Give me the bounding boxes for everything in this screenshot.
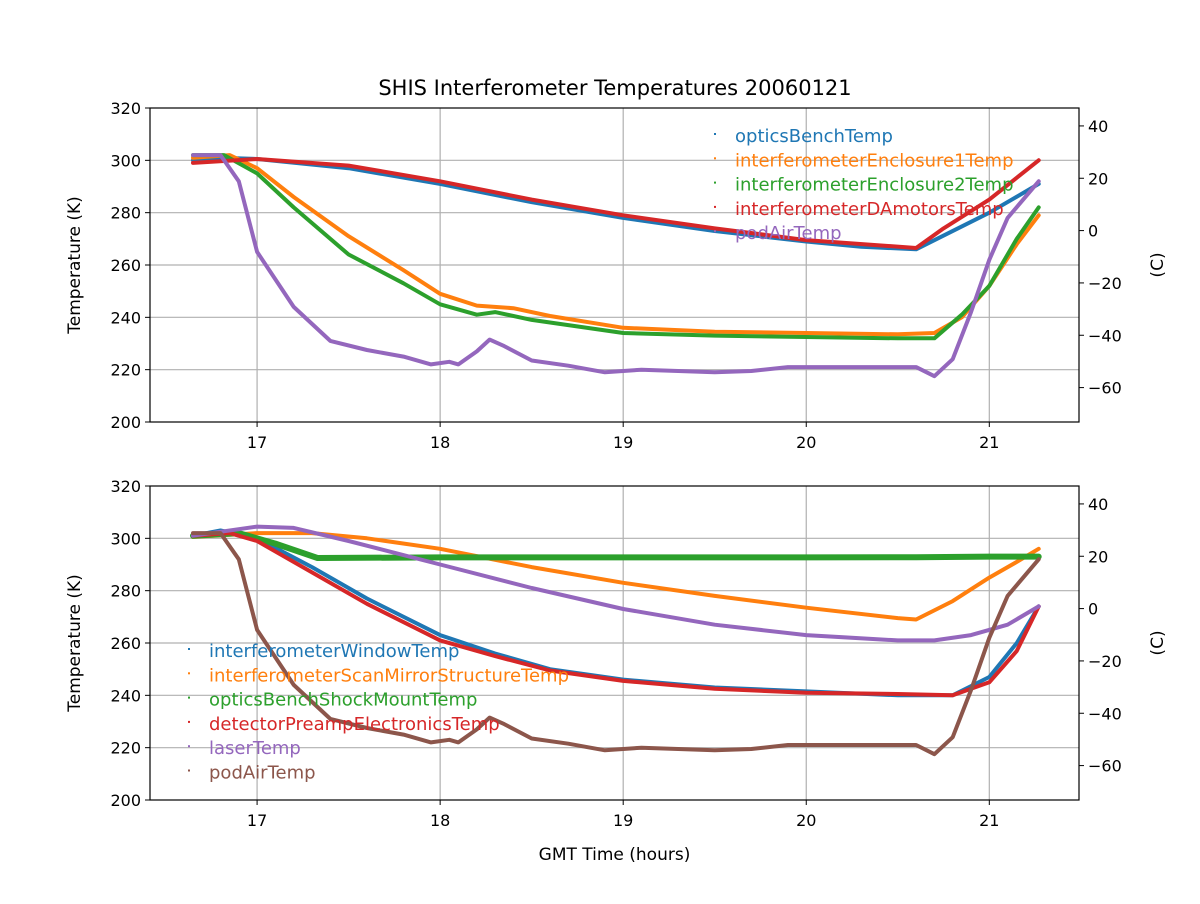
y-tick-label: 320 bbox=[110, 99, 141, 118]
y-tick-label: 280 bbox=[110, 582, 141, 601]
x-tick-label: 21 bbox=[979, 811, 999, 830]
y-axis-label: Temperature (K) bbox=[65, 574, 85, 713]
right-y-tick-label: 40 bbox=[1088, 495, 1108, 514]
y-tick-label: 240 bbox=[110, 308, 141, 327]
series-line-interferometerDAmotorsTemp bbox=[191, 157, 1041, 250]
legend: interferometerWindowTemp interferometerSc… bbox=[188, 641, 569, 784]
legend-label: opticsBenchShockMountTemp bbox=[209, 690, 477, 711]
y-tick-label: 300 bbox=[110, 529, 141, 548]
y-tick-label: 240 bbox=[110, 686, 141, 705]
legend: opticsBenchTemp interferometerEnclosure1T… bbox=[714, 126, 1014, 244]
legend-label: laserTemp bbox=[209, 738, 301, 759]
legend-label: interferometerDAmotorsTemp bbox=[735, 199, 1004, 220]
x-tick-label: 21 bbox=[979, 433, 999, 452]
series-line-podAirTemp bbox=[191, 531, 1041, 757]
y-tick-label: 300 bbox=[110, 151, 141, 170]
legend-marker bbox=[188, 769, 190, 772]
right-y-tick-label: 20 bbox=[1088, 547, 1108, 566]
right-y-axis-label: (C) bbox=[1148, 252, 1168, 277]
series-line-laserTemp bbox=[191, 524, 1041, 643]
y-axis-label: Temperature (K) bbox=[65, 196, 85, 335]
y-tick-label: 220 bbox=[110, 361, 141, 380]
legend-label: opticsBenchTemp bbox=[735, 126, 893, 147]
legend-marker bbox=[188, 648, 190, 650]
right-y-tick-label: −60 bbox=[1088, 757, 1122, 776]
x-tick-label: 17 bbox=[247, 433, 267, 452]
series-line-interferometerEnclosure2Temp bbox=[191, 153, 1041, 341]
x-tick-label: 17 bbox=[247, 811, 267, 830]
right-y-tick-label: 40 bbox=[1088, 117, 1108, 136]
legend-label: detectorPreampElectronicsTemp bbox=[209, 714, 500, 735]
legend-marker bbox=[188, 720, 190, 723]
axes-frame bbox=[149, 107, 1080, 423]
legend-label: interferometerWindowTemp bbox=[209, 641, 459, 662]
y-tick-label: 260 bbox=[110, 256, 141, 275]
legend-label: interferometerEnclosure1Temp bbox=[735, 150, 1014, 171]
y-tick-label: 200 bbox=[110, 413, 141, 432]
x-tick-label: 19 bbox=[613, 433, 633, 452]
series-line-opticsBenchShockMountTemp bbox=[190, 530, 1042, 561]
x-axis-label: GMT Time (hours) bbox=[539, 845, 691, 865]
right-y-tick-label: 20 bbox=[1088, 169, 1108, 188]
x-tick-label: 18 bbox=[430, 433, 450, 452]
right-y-axis-label: (C) bbox=[1148, 630, 1168, 655]
legend-marker bbox=[714, 181, 716, 184]
panel-2: 17 18 19 20 21200220240260280300320−60−40−20… bbox=[65, 477, 1168, 865]
right-y-tick-label: 0 bbox=[1088, 600, 1098, 619]
x-tick-label: 18 bbox=[430, 811, 450, 830]
y-tick-label: 280 bbox=[110, 204, 141, 223]
right-y-tick-label: −20 bbox=[1088, 652, 1122, 671]
legend-label: podAirTemp bbox=[735, 223, 842, 244]
right-y-tick-label: −40 bbox=[1088, 704, 1122, 723]
axes-frame bbox=[149, 485, 1080, 801]
right-y-tick-label: −60 bbox=[1088, 379, 1122, 398]
legend-marker bbox=[188, 672, 190, 675]
series-line-podAirTemp bbox=[191, 153, 1041, 379]
legend-marker bbox=[714, 157, 716, 160]
legend-marker bbox=[714, 230, 716, 233]
legend-marker bbox=[714, 205, 716, 208]
x-tick-label: 20 bbox=[796, 433, 816, 452]
legend-marker bbox=[188, 745, 190, 748]
legend-label: podAirTemp bbox=[209, 763, 316, 784]
x-tick-label: 19 bbox=[613, 811, 633, 830]
chart-title: SHIS Interferometer Temperatures 2006012… bbox=[378, 76, 851, 100]
legend-label: interferometerScanMirrorStructureTemp bbox=[209, 665, 569, 686]
y-tick-label: 220 bbox=[110, 739, 141, 758]
legend-marker bbox=[714, 133, 716, 135]
y-tick-label: 320 bbox=[110, 477, 141, 496]
legend-label: interferometerEnclosure2Temp bbox=[735, 175, 1014, 196]
right-y-tick-label: −20 bbox=[1088, 274, 1122, 293]
x-tick-label: 20 bbox=[796, 811, 816, 830]
panel-1: 17 18 19 20 21200220240260280300320−60−40−20… bbox=[65, 99, 1168, 452]
y-tick-label: 260 bbox=[110, 634, 141, 653]
right-y-tick-label: 0 bbox=[1088, 222, 1098, 241]
legend-marker bbox=[188, 696, 190, 699]
right-y-tick-label: −40 bbox=[1088, 326, 1122, 345]
y-tick-label: 200 bbox=[110, 791, 141, 810]
